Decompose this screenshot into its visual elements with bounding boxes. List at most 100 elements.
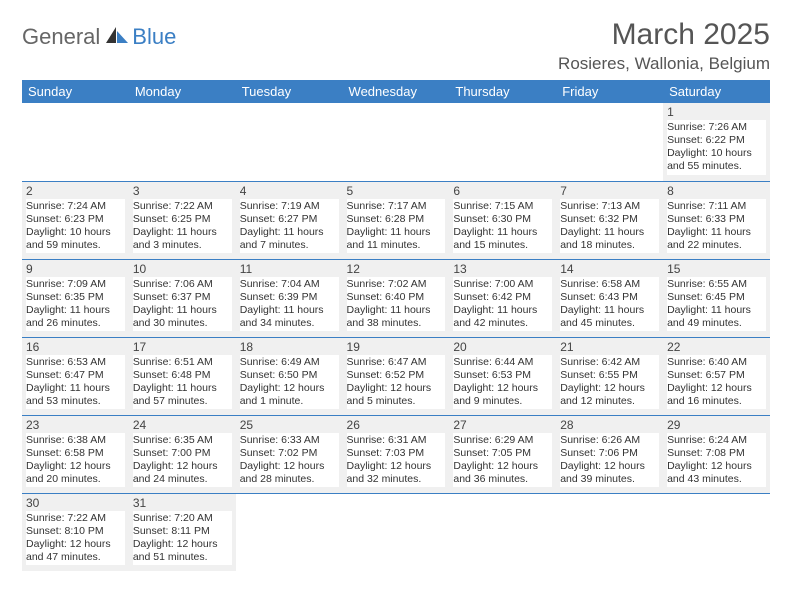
day-number: 24 (133, 418, 232, 432)
calendar-cell: 24Sunrise: 6:35 AMSunset: 7:00 PMDayligh… (129, 415, 236, 493)
day-number: 7 (560, 184, 659, 198)
calendar-cell: 29Sunrise: 6:24 AMSunset: 7:08 PMDayligh… (663, 415, 770, 493)
day-number: 16 (26, 340, 125, 354)
calendar-cell: 1Sunrise: 7:26 AMSunset: 6:22 PMDaylight… (663, 103, 770, 181)
day-info: Sunrise: 7:22 AMSunset: 8:10 PMDaylight:… (26, 511, 125, 566)
day-number: 21 (560, 340, 659, 354)
calendar-cell-blank (236, 103, 343, 181)
day-info: Sunrise: 6:40 AMSunset: 6:57 PMDaylight:… (667, 355, 766, 410)
weekday-header: Friday (556, 80, 663, 103)
day-number: 25 (240, 418, 339, 432)
day-number: 8 (667, 184, 766, 198)
calendar-cell: 20Sunrise: 6:44 AMSunset: 6:53 PMDayligh… (449, 337, 556, 415)
day-number: 26 (347, 418, 446, 432)
calendar-cell-blank (343, 103, 450, 181)
day-info: Sunrise: 7:17 AMSunset: 6:28 PMDaylight:… (347, 199, 446, 254)
day-info: Sunrise: 6:49 AMSunset: 6:50 PMDaylight:… (240, 355, 339, 410)
location: Rosieres, Wallonia, Belgium (558, 54, 770, 74)
calendar-cell-blank (22, 103, 129, 181)
brand-logo: General Blue (22, 24, 176, 50)
brand-general: General (22, 24, 100, 50)
weekday-header: Thursday (449, 80, 556, 103)
calendar-cell-blank (129, 103, 236, 181)
day-info: Sunrise: 7:09 AMSunset: 6:35 PMDaylight:… (26, 277, 125, 332)
day-info: Sunrise: 7:04 AMSunset: 6:39 PMDaylight:… (240, 277, 339, 332)
day-info: Sunrise: 6:53 AMSunset: 6:47 PMDaylight:… (26, 355, 125, 410)
calendar-cell: 21Sunrise: 6:42 AMSunset: 6:55 PMDayligh… (556, 337, 663, 415)
day-number: 10 (133, 262, 232, 276)
calendar-cell: 5Sunrise: 7:17 AMSunset: 6:28 PMDaylight… (343, 181, 450, 259)
calendar-cell: 14Sunrise: 6:58 AMSunset: 6:43 PMDayligh… (556, 259, 663, 337)
day-info: Sunrise: 7:19 AMSunset: 6:27 PMDaylight:… (240, 199, 339, 254)
calendar-cell: 12Sunrise: 7:02 AMSunset: 6:40 PMDayligh… (343, 259, 450, 337)
page-title: March 2025 (558, 18, 770, 52)
calendar-cell: 3Sunrise: 7:22 AMSunset: 6:25 PMDaylight… (129, 181, 236, 259)
calendar-cell: 2Sunrise: 7:24 AMSunset: 6:23 PMDaylight… (22, 181, 129, 259)
day-number: 2 (26, 184, 125, 198)
calendar-cell: 7Sunrise: 7:13 AMSunset: 6:32 PMDaylight… (556, 181, 663, 259)
calendar-cell-blank (343, 493, 450, 571)
day-number: 23 (26, 418, 125, 432)
day-number: 29 (667, 418, 766, 432)
day-number: 18 (240, 340, 339, 354)
calendar-cell: 27Sunrise: 6:29 AMSunset: 7:05 PMDayligh… (449, 415, 556, 493)
day-number: 5 (347, 184, 446, 198)
day-number: 12 (347, 262, 446, 276)
calendar-cell: 4Sunrise: 7:19 AMSunset: 6:27 PMDaylight… (236, 181, 343, 259)
day-number: 9 (26, 262, 125, 276)
day-info: Sunrise: 6:35 AMSunset: 7:00 PMDaylight:… (133, 433, 232, 488)
calendar-header-row: SundayMondayTuesdayWednesdayThursdayFrid… (22, 80, 770, 103)
calendar-cell-blank (236, 493, 343, 571)
day-number: 11 (240, 262, 339, 276)
weekday-header: Tuesday (236, 80, 343, 103)
calendar-table: SundayMondayTuesdayWednesdayThursdayFrid… (22, 80, 770, 571)
title-block: March 2025 Rosieres, Wallonia, Belgium (558, 18, 770, 74)
calendar-cell-blank (449, 493, 556, 571)
weekday-header: Monday (129, 80, 236, 103)
day-info: Sunrise: 6:51 AMSunset: 6:48 PMDaylight:… (133, 355, 232, 410)
day-number: 13 (453, 262, 552, 276)
weekday-header: Saturday (663, 80, 770, 103)
day-number: 17 (133, 340, 232, 354)
day-info: Sunrise: 6:26 AMSunset: 7:06 PMDaylight:… (560, 433, 659, 488)
day-number: 31 (133, 496, 232, 510)
day-number: 1 (667, 105, 766, 119)
day-info: Sunrise: 7:13 AMSunset: 6:32 PMDaylight:… (560, 199, 659, 254)
day-number: 22 (667, 340, 766, 354)
calendar-cell: 11Sunrise: 7:04 AMSunset: 6:39 PMDayligh… (236, 259, 343, 337)
calendar-cell: 19Sunrise: 6:47 AMSunset: 6:52 PMDayligh… (343, 337, 450, 415)
day-info: Sunrise: 7:15 AMSunset: 6:30 PMDaylight:… (453, 199, 552, 254)
day-info: Sunrise: 6:33 AMSunset: 7:02 PMDaylight:… (240, 433, 339, 488)
day-info: Sunrise: 7:22 AMSunset: 6:25 PMDaylight:… (133, 199, 232, 254)
calendar-cell: 23Sunrise: 6:38 AMSunset: 6:58 PMDayligh… (22, 415, 129, 493)
day-info: Sunrise: 6:42 AMSunset: 6:55 PMDaylight:… (560, 355, 659, 410)
header: General Blue March 2025 Rosieres, Wallon… (22, 18, 770, 74)
day-info: Sunrise: 7:20 AMSunset: 8:11 PMDaylight:… (133, 511, 232, 566)
day-number: 6 (453, 184, 552, 198)
day-info: Sunrise: 6:29 AMSunset: 7:05 PMDaylight:… (453, 433, 552, 488)
calendar-cell: 25Sunrise: 6:33 AMSunset: 7:02 PMDayligh… (236, 415, 343, 493)
calendar-cell-blank (556, 103, 663, 181)
calendar-cell: 6Sunrise: 7:15 AMSunset: 6:30 PMDaylight… (449, 181, 556, 259)
day-info: Sunrise: 6:38 AMSunset: 6:58 PMDaylight:… (26, 433, 125, 488)
day-info: Sunrise: 6:58 AMSunset: 6:43 PMDaylight:… (560, 277, 659, 332)
day-info: Sunrise: 7:02 AMSunset: 6:40 PMDaylight:… (347, 277, 446, 332)
calendar-cell: 13Sunrise: 7:00 AMSunset: 6:42 PMDayligh… (449, 259, 556, 337)
weekday-header: Sunday (22, 80, 129, 103)
calendar-cell: 15Sunrise: 6:55 AMSunset: 6:45 PMDayligh… (663, 259, 770, 337)
calendar-cell: 9Sunrise: 7:09 AMSunset: 6:35 PMDaylight… (22, 259, 129, 337)
calendar-cell: 17Sunrise: 6:51 AMSunset: 6:48 PMDayligh… (129, 337, 236, 415)
day-number: 15 (667, 262, 766, 276)
day-number: 28 (560, 418, 659, 432)
day-info: Sunrise: 6:55 AMSunset: 6:45 PMDaylight:… (667, 277, 766, 332)
day-info: Sunrise: 7:06 AMSunset: 6:37 PMDaylight:… (133, 277, 232, 332)
calendar-cell: 8Sunrise: 7:11 AMSunset: 6:33 PMDaylight… (663, 181, 770, 259)
brand-sail-icon (104, 25, 130, 50)
day-info: Sunrise: 7:00 AMSunset: 6:42 PMDaylight:… (453, 277, 552, 332)
day-info: Sunrise: 6:44 AMSunset: 6:53 PMDaylight:… (453, 355, 552, 410)
day-number: 14 (560, 262, 659, 276)
brand-blue: Blue (132, 24, 176, 50)
day-info: Sunrise: 6:31 AMSunset: 7:03 PMDaylight:… (347, 433, 446, 488)
calendar-cell: 28Sunrise: 6:26 AMSunset: 7:06 PMDayligh… (556, 415, 663, 493)
weekday-header: Wednesday (343, 80, 450, 103)
